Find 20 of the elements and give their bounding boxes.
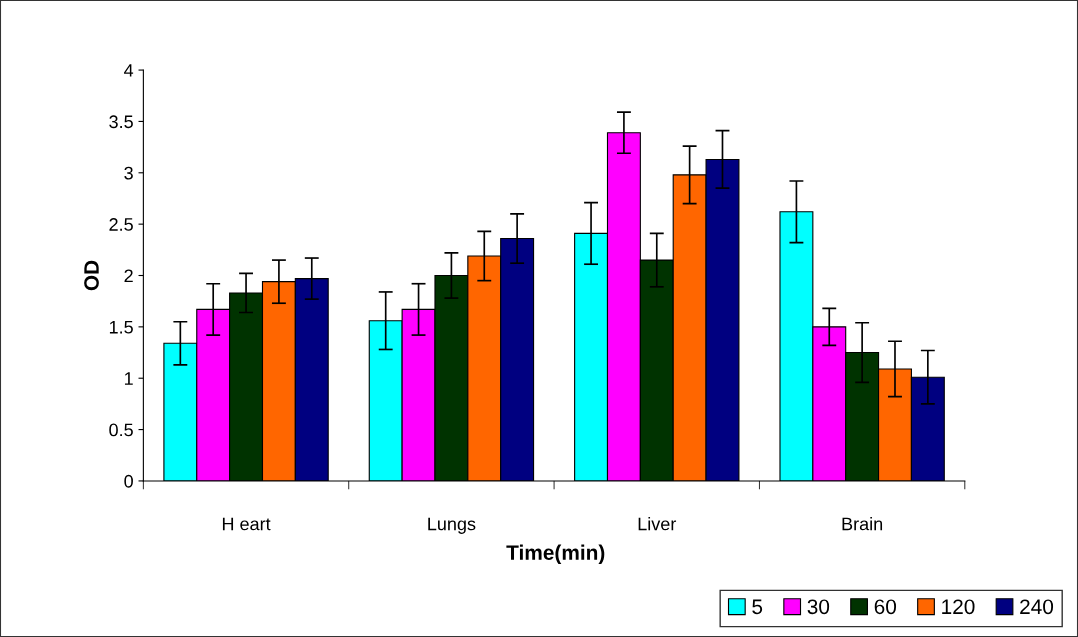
y-tick-label: 4	[124, 64, 134, 77]
y-tick-label: 0.5	[109, 423, 133, 437]
y-tick-label: 3.5	[109, 115, 133, 129]
x-axis-title: Time(min)	[506, 544, 605, 565]
x-tick-label: H eart	[222, 517, 271, 531]
legend-label: 30	[807, 599, 830, 615]
y-tick-label: 1.5	[109, 320, 133, 334]
x-tick-label: Liver	[638, 517, 677, 531]
legend-label: 240	[1020, 599, 1054, 615]
y-tick-label: 0	[124, 474, 133, 488]
legend-label: 120	[942, 599, 975, 615]
y-tick-label: 2.5	[109, 218, 133, 231]
y-tick-label: 1	[124, 372, 133, 385]
y-tick-label: 3	[124, 166, 133, 180]
legend-label: 60	[874, 599, 897, 615]
y-tick-label: 2	[124, 269, 133, 283]
x-tick-label: Brain	[842, 517, 883, 531]
y-axis-title: OD	[84, 260, 99, 291]
legend-label: 5	[752, 599, 763, 615]
x-tick-label: Lungs	[428, 517, 476, 534]
